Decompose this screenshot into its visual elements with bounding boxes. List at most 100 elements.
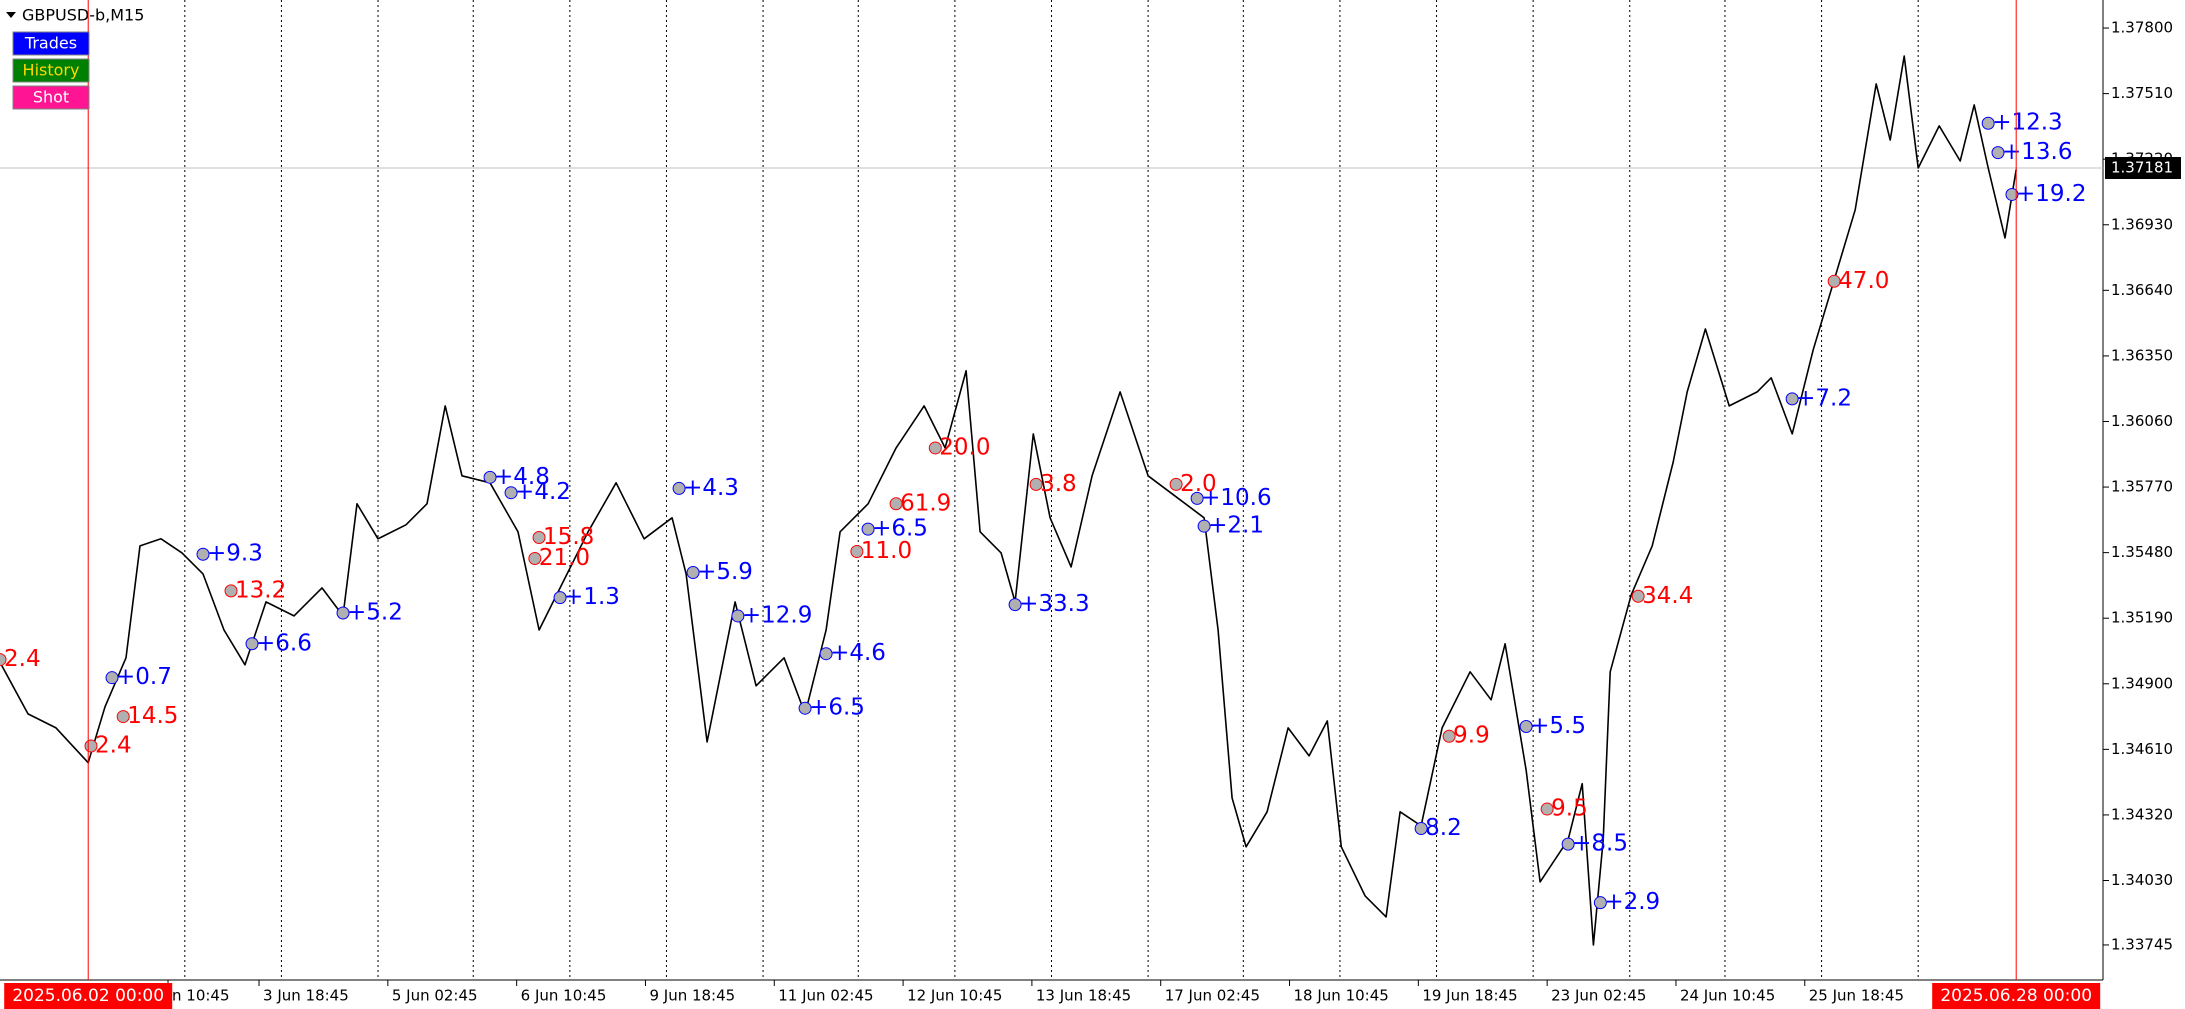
trade-label: +4.2	[515, 479, 571, 505]
trade-label: +7.2	[1796, 385, 1852, 411]
trade-label: 9.5	[1551, 796, 1588, 822]
y-tick-label: 1.35190	[2111, 609, 2173, 627]
trade-marker	[672, 481, 686, 495]
trade-label: +1.3	[564, 584, 620, 610]
trade-label: 15.8	[543, 524, 594, 550]
period-label: 2025.06.02 00:00	[12, 986, 164, 1006]
current-price-label: 1.37181	[2111, 159, 2173, 177]
trade-marker	[1169, 477, 1183, 491]
x-tick-label: 23 Jun 02:45	[1551, 987, 1646, 1005]
trade-marker	[504, 486, 518, 500]
x-tick-label: 11 Jun 02:45	[778, 987, 873, 1005]
trade-label: +19.2	[2016, 181, 2086, 207]
trade-label: +0.7	[116, 664, 172, 690]
trade-marker	[196, 547, 210, 561]
x-tick-label: 18 Jun 10:45	[1294, 987, 1389, 1005]
x-tick-label: 9 Jun 18:45	[649, 987, 735, 1005]
button-label[interactable]: Trades	[24, 34, 77, 53]
y-tick-label: 1.34030	[2111, 871, 2173, 889]
trade-label: +13.6	[2002, 139, 2072, 165]
trade-marker	[105, 671, 119, 685]
trade-marker	[1519, 720, 1533, 734]
trade-marker	[528, 552, 542, 566]
trade-label: +4.6	[830, 640, 886, 666]
trade-marker	[686, 566, 700, 580]
trade-label: 13.2	[235, 577, 286, 603]
trade-marker	[1197, 519, 1211, 533]
trade-marker	[850, 545, 864, 559]
trade-label: 21.0	[539, 545, 590, 571]
trade-label: 9.9	[1453, 723, 1490, 749]
chart-title: GBPUSD-b,M15	[22, 6, 144, 25]
period-box	[1932, 983, 2101, 1009]
trade-label: 3.8	[1040, 471, 1077, 497]
x-tick-label: 5 Jun 02:45	[392, 987, 478, 1005]
trade-label: +5.9	[697, 559, 753, 585]
trade-marker	[1827, 274, 1841, 288]
trade-label: +2.1	[1208, 513, 1264, 539]
trade-marker	[1991, 146, 2005, 160]
x-tick-label: 3 Jun 18:45	[263, 987, 349, 1005]
trade-marker	[1442, 729, 1456, 743]
y-tick-label: 1.36930	[2111, 215, 2173, 233]
trade-marker	[224, 584, 238, 598]
trade-marker	[1540, 802, 1554, 816]
trade-label: 2.4	[4, 646, 41, 672]
x-tick-label: 25 Jun 18:45	[1809, 987, 1904, 1005]
trade-label: +4.8	[494, 464, 550, 490]
trade-marker	[1008, 598, 1022, 612]
y-tick-label: 1.34900	[2111, 674, 2173, 692]
trade-label: 20.0	[939, 434, 990, 460]
y-tick-label: 1.35770	[2111, 478, 2173, 496]
button-label[interactable]: History	[23, 61, 80, 80]
plot-layer: +12.3 +13.6 +19.2 47.0 +7.2 34.4 +5.5 9.5 +8.5 +2…	[0, 55, 2086, 946]
trade-marker	[245, 637, 259, 651]
button-label[interactable]: Shot	[33, 88, 69, 107]
trade-marker	[861, 522, 875, 536]
trade-label: 47.0	[1838, 268, 1889, 294]
current-price-box	[2105, 157, 2181, 180]
y-tick-label: 1.36640	[2111, 281, 2173, 299]
trade-label: +6.5	[872, 516, 928, 542]
trade-label: 61.9	[900, 490, 951, 516]
trade-label: +12.9	[742, 602, 812, 628]
trade-marker	[1029, 477, 1043, 491]
trade-marker	[1593, 896, 1607, 910]
x-tick-label: 17 Jun 02:45	[1165, 987, 1260, 1005]
trade-marker	[731, 609, 745, 623]
y-tick-label: 1.37800	[2111, 19, 2173, 37]
trade-marker	[1561, 837, 1575, 851]
button[interactable]	[12, 31, 90, 56]
trade-marker	[2005, 187, 2019, 201]
trade-label: 8.2	[1425, 815, 1462, 841]
period-label: 2025.06.28 00:00	[1940, 986, 2092, 1006]
trade-label: +33.3	[1019, 591, 1089, 617]
trade-label: 2.4	[95, 732, 132, 758]
trade-marker	[1631, 589, 1645, 603]
button[interactable]	[12, 85, 90, 110]
x-tick-label: n 10:45	[172, 987, 230, 1005]
trade-marker	[532, 530, 546, 544]
x-tick-label: 12 Jun 10:45	[907, 987, 1002, 1005]
trade-label: +4.3	[683, 475, 739, 501]
trade-label: 11.0	[861, 538, 912, 564]
trade-marker	[116, 710, 130, 724]
y-tick-label: 1.36350	[2111, 346, 2173, 364]
trade-label: 34.4	[1642, 583, 1693, 609]
overlay-layer: GBPUSD-b,M15 2025.06.02 00:00 2025.06.28 …	[4, 0, 2181, 1009]
trade-label: 14.5	[127, 703, 178, 729]
trade-marker	[1190, 491, 1204, 505]
trade-label: +8.5	[1572, 831, 1628, 857]
y-tick-label: 1.33745	[2111, 935, 2173, 953]
trade-label: +10.6	[1201, 485, 1271, 511]
y-tick-label: 1.34320	[2111, 805, 2173, 823]
price-line	[0, 55, 2017, 946]
trade-label: +5.5	[1530, 713, 1586, 739]
button[interactable]	[12, 58, 90, 83]
trade-marker	[1414, 822, 1428, 836]
trade-label: +2.9	[1604, 889, 1660, 915]
x-tick-label: 24 Jun 10:45	[1680, 987, 1775, 1005]
